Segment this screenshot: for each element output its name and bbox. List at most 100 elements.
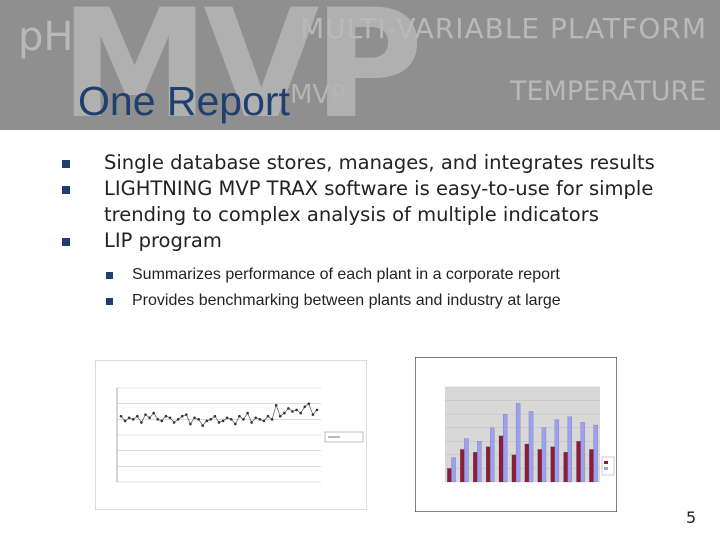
- chart-legend-swatch: [604, 461, 608, 464]
- sub-bullet-text: Summarizes performance of each plant in …: [132, 266, 560, 283]
- bullet-square-icon: [106, 272, 113, 279]
- chart-legend-box: [324, 431, 364, 443]
- bullet-item: LIGHTNING MVP TRAX software is easy-to-u…: [62, 176, 702, 228]
- bar: [451, 457, 456, 483]
- bar: [528, 411, 534, 483]
- data-point: [168, 416, 172, 420]
- data-point: [152, 411, 155, 415]
- data-point: [278, 414, 282, 418]
- data-point: [201, 424, 204, 427]
- data-point: [123, 419, 127, 423]
- bullet-square-icon: [62, 186, 70, 194]
- data-point: [180, 414, 184, 418]
- data-point: [307, 402, 311, 405]
- sub-bullet-item: Provides benchmarking between plants and…: [106, 288, 706, 314]
- bar: [485, 446, 491, 483]
- chart-legend-swatch: [604, 467, 608, 470]
- data-point: [136, 414, 139, 418]
- bar: [464, 438, 469, 483]
- data-point: [311, 413, 315, 416]
- data-point: [217, 421, 221, 424]
- slide-title: One Report: [78, 78, 290, 124]
- trend-line-chart: [95, 360, 367, 510]
- data-point: [209, 418, 213, 421]
- chart-legend-box: [601, 456, 615, 476]
- data-point: [229, 418, 233, 421]
- data-point: [193, 416, 196, 420]
- bullet-list: Single database stores, manages, and int…: [62, 150, 702, 254]
- data-point: [299, 411, 302, 415]
- data-point: [258, 418, 262, 421]
- data-point: [221, 419, 225, 423]
- data-point: [131, 418, 135, 421]
- data-point: [303, 405, 307, 409]
- bar: [541, 427, 547, 483]
- bar: [537, 449, 542, 483]
- data-point: [266, 414, 270, 418]
- data-point: [242, 418, 245, 421]
- data-point: [185, 413, 188, 416]
- data-point: [238, 414, 241, 418]
- data-point: [160, 419, 164, 423]
- sub-bullet-list: Summarizes performance of each plant in …: [106, 262, 706, 314]
- data-point: [189, 422, 192, 426]
- watermark-temperature: TEMPERATURE: [510, 76, 707, 107]
- page-number: 5: [686, 508, 697, 527]
- bar: [563, 452, 568, 483]
- data-point: [246, 411, 249, 415]
- bar: [460, 449, 465, 483]
- data-point: [164, 414, 168, 418]
- bar: [589, 449, 594, 483]
- bar: [477, 441, 482, 483]
- data-point: [119, 414, 123, 418]
- data-point: [140, 421, 143, 424]
- bar: [567, 416, 572, 483]
- data-point: [197, 418, 200, 421]
- watermark-mvp-small: MVP: [290, 80, 346, 110]
- header-banner: pH MVP MVP MULTI-VARIABLE PLATFORM TEMPE…: [0, 0, 720, 130]
- data-point: [156, 418, 160, 421]
- plot-area: [445, 387, 600, 482]
- data-point: [283, 411, 286, 415]
- sub-bullet-item: Summarizes performance of each plant in …: [106, 262, 706, 288]
- bullet-square-icon: [106, 298, 113, 305]
- bullet-square-icon: [62, 160, 70, 168]
- bar: [515, 403, 521, 483]
- watermark-mvp: MVP: [60, 0, 423, 130]
- data-point: [234, 422, 237, 426]
- data-point: [295, 408, 298, 412]
- data-point: [172, 421, 176, 424]
- data-point: [274, 403, 278, 407]
- watermark-multivariable: MULTI-VARIABLE PLATFORM: [300, 12, 707, 45]
- data-point: [127, 416, 131, 420]
- benchmark-bar-chart: [415, 357, 617, 512]
- data-point: [254, 416, 258, 420]
- bar: [473, 452, 478, 483]
- bar: [524, 443, 530, 483]
- data-point: [205, 419, 209, 423]
- bullet-text: LIP program: [104, 229, 222, 252]
- bar: [593, 424, 598, 483]
- bar: [511, 454, 517, 483]
- bar: [554, 419, 560, 483]
- data-point: [270, 418, 274, 421]
- bullet-square-icon: [62, 238, 70, 246]
- bar: [580, 422, 585, 483]
- data-point: [291, 410, 294, 413]
- bullet-text: Single database stores, manages, and int…: [104, 151, 655, 174]
- sub-bullet-text: Provides benchmarking between plants and…: [132, 292, 561, 309]
- bar: [503, 414, 508, 483]
- data-point: [287, 407, 290, 410]
- bar: [576, 441, 581, 483]
- bar: [447, 468, 452, 483]
- bullet-item: LIP program: [62, 228, 702, 254]
- bullet-item: Single database stores, manages, and int…: [62, 150, 702, 176]
- bar: [550, 446, 555, 483]
- watermark-ph: pH: [18, 14, 74, 60]
- data-point: [250, 421, 253, 424]
- bar: [498, 435, 504, 483]
- data-point: [176, 418, 180, 421]
- bar: [490, 427, 495, 483]
- bullet-text: LIGHTNING MVP TRAX software is easy-to-u…: [104, 177, 654, 226]
- data-point: [225, 416, 229, 420]
